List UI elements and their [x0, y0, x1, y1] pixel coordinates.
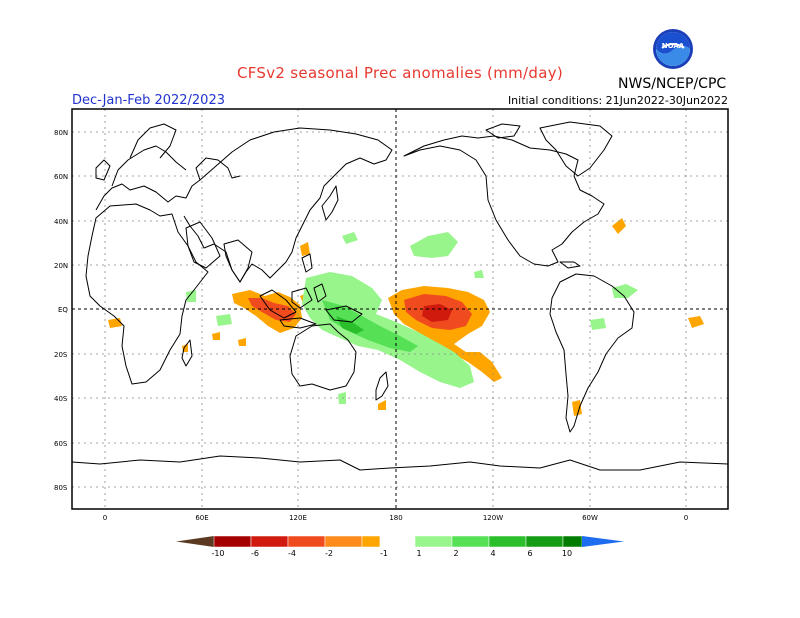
lon-label: 180 — [389, 514, 402, 522]
agency-label: NWS/NCEP/CPC — [618, 76, 727, 92]
initial-conditions-label: Initial conditions: 21Jun2022-30Jun2022 — [507, 94, 728, 107]
legend-swatch — [525, 535, 564, 548]
lat-labels: 80N 60N 40N 20N EQ 20S 40S 60S 80S — [54, 129, 68, 492]
legend-label: 6 — [527, 549, 532, 558]
chart-title: CFSv2 seasonal Prec anomalies (mm/day) — [236, 64, 564, 82]
lon-label: 120E — [289, 514, 307, 522]
legend-swatch — [250, 535, 289, 548]
dry-anomaly-areas — [108, 218, 704, 416]
legend-label: 10 — [562, 549, 572, 558]
legend-swatch — [324, 535, 363, 548]
lon-label: 60W — [582, 514, 598, 522]
legend-label: 2 — [453, 549, 458, 558]
logo-text: NOAA — [662, 42, 685, 50]
lon-label: 120W — [483, 514, 503, 522]
coastlines — [71, 121, 729, 471]
legend-swatch — [562, 535, 583, 548]
map-frame — [71, 108, 729, 510]
season-label: Dec-Jan-Feb 2022/2023 — [72, 93, 225, 108]
lat-label: 40S — [54, 395, 68, 403]
legend-swatch — [488, 535, 527, 548]
legend-label: 1 — [416, 549, 421, 558]
lat-label: 60S — [54, 440, 68, 448]
lon-label: 0 — [684, 514, 688, 522]
legend-swatch — [379, 535, 416, 548]
lat-label: 80S — [54, 484, 68, 492]
lat-label: 20N — [54, 262, 68, 270]
legend-swatch — [451, 535, 490, 548]
lat-label: 60N — [54, 173, 68, 181]
legend-swatch — [361, 535, 381, 548]
lat-label: EQ — [58, 306, 68, 314]
legend-swatch — [287, 535, 326, 548]
wet-anomaly-areas — [186, 232, 638, 404]
lon-labels: 0 60E 120E 180 120W 60W 0 — [103, 514, 688, 522]
lon-label: 60E — [195, 514, 208, 522]
legend-label: -10 — [211, 549, 224, 558]
legend-swatch — [414, 535, 453, 548]
lat-label: 40N — [54, 218, 68, 226]
legend-label: -1 — [380, 549, 388, 558]
noaa-logo: NOAA — [653, 29, 693, 69]
legend-label: -6 — [251, 549, 259, 558]
legend-label: -4 — [288, 549, 296, 558]
legend-arrow-left — [176, 536, 214, 547]
color-legend: -10 -6 -4 -2 -1 1 2 4 6 10 — [176, 535, 624, 558]
legend-label: 4 — [490, 549, 495, 558]
legend-arrow-right — [582, 536, 624, 547]
legend-label: -2 — [325, 549, 333, 558]
legend-swatch — [213, 535, 252, 548]
lon-label: 0 — [103, 514, 107, 522]
equator-and-dateline — [72, 109, 728, 509]
map-plot — [71, 108, 729, 510]
lat-label: 80N — [54, 129, 68, 137]
lat-label: 20S — [54, 351, 68, 359]
